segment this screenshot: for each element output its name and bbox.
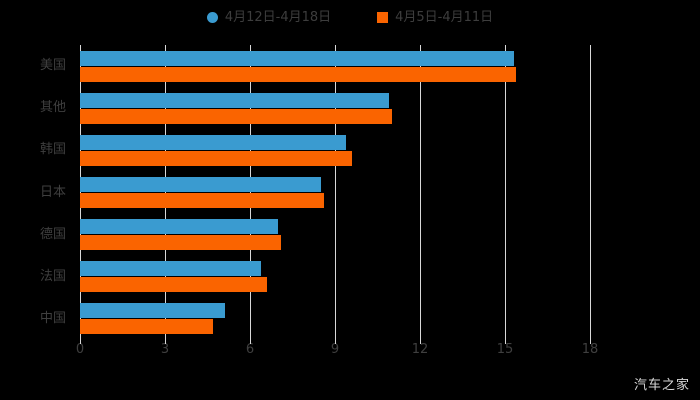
plot-area [80,45,591,340]
y-axis-tick-label: 法国 [39,268,66,284]
bar[interactable] [80,177,321,192]
gridline-0 [80,45,81,340]
legend-label-series-a: 4月12日-4月18日 [224,9,332,25]
x-axis-tick-label: 15 [496,342,514,357]
x-axis-tick [165,340,166,344]
bar[interactable] [80,134,347,150]
bar[interactable] [80,303,225,319]
bar-group [80,50,590,82]
x-axis-tick-label: 6 [245,342,255,357]
x-axis-tick [250,340,251,344]
x-axis-tick [505,340,506,344]
bar[interactable] [80,319,214,335]
square-marker-icon [377,11,389,23]
gridline-15 [505,45,506,340]
y-axis-tick-label: 韩国 [39,142,66,158]
x-axis-tick [590,340,591,344]
bar[interactable] [80,277,267,293]
gridline-9 [335,45,336,340]
y-axis-tick-label: 美国 [39,58,66,74]
bar[interactable] [80,50,514,66]
bar[interactable] [80,92,389,108]
bar-group [80,219,590,251]
legend-item-series-a[interactable]: 4月12日-4月18日 [206,9,332,25]
bar-series-container [80,45,590,340]
x-axis-tick-label: 12 [411,342,429,357]
y-axis-labels: 美国其他韩国日本德国法国中国 [0,45,74,340]
gridline-12 [420,45,421,340]
circle-marker-icon [206,11,218,23]
x-axis-tick [80,340,81,344]
bar[interactable] [80,150,352,166]
x-axis-tick [420,340,421,344]
gridline-18 [590,45,591,340]
bar-group [80,303,590,335]
legend-label-series-b: 4月5日-4月11日 [395,9,494,25]
y-axis-tick-label: 中国 [39,310,66,326]
x-axis-tick-label: 18 [581,342,599,357]
x-axis-tick-label: 9 [330,342,340,357]
chart-legend: 4月12日-4月18日 4月5日-4月11日 [0,6,700,28]
y-axis-tick-label: 其他 [39,100,66,116]
bar[interactable] [80,66,517,82]
bar-group [80,261,590,293]
y-axis-tick-label: 日本 [39,184,66,200]
watermark: 汽车之家 [633,378,690,393]
y-axis-tick-label: 德国 [39,226,66,242]
x-gridlines [80,45,591,340]
x-axis-tick-label: 0 [75,342,85,357]
bar-group [80,92,590,124]
x-axis-tick [335,340,336,344]
bar[interactable] [80,193,324,208]
bar[interactable] [80,219,279,235]
gridline-3 [165,45,166,340]
legend-item-series-b[interactable]: 4月5日-4月11日 [377,11,493,24]
bar[interactable] [80,235,282,251]
x-axis-tick-label: 3 [160,342,170,357]
bar-group [80,134,590,166]
gridline-6 [250,45,251,340]
x-axis-labels: 0 3 6 9 12 15 18 [0,343,700,363]
bar-group [80,177,590,208]
bar[interactable] [80,108,392,124]
bar[interactable] [80,261,262,277]
